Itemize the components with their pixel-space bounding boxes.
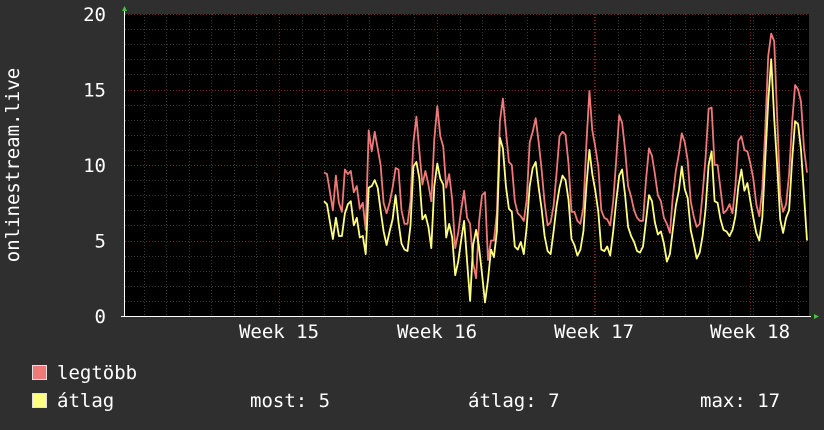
legend-item-max: legtöbb — [32, 362, 137, 384]
x-tick-labels: Week 15 Week 16 Week 17 Week 18 — [239, 321, 790, 343]
legend-label-avg: átlag — [57, 390, 115, 412]
x-axis-arrow — [814, 314, 819, 319]
y-axis-arrow — [122, 6, 127, 11]
legend-swatch-max — [32, 365, 47, 380]
y-tick-label: 10 — [83, 155, 106, 177]
x-tick-label: Week 17 — [554, 321, 634, 343]
axes — [121, 6, 819, 319]
x-tick-label: Week 18 — [710, 321, 790, 343]
legend-swatch-avg — [32, 393, 47, 408]
x-tick-label: Week 16 — [397, 321, 477, 343]
y-tick-label: 5 — [95, 231, 106, 253]
series-line-max — [323, 32, 808, 280]
legend-item-avg: átlag — [32, 390, 114, 412]
y-tick-labels: 0 5 10 15 20 — [83, 4, 106, 328]
x-tick-label: Week 15 — [239, 321, 319, 343]
y-axis-label: onlinestream.live — [2, 68, 24, 262]
series-layer — [323, 32, 808, 304]
y-tick-label: 0 — [95, 306, 106, 328]
y-tick-label: 20 — [83, 4, 106, 26]
series-line-avg — [323, 58, 808, 304]
stat-average: átlag: 7 — [468, 390, 560, 412]
stat-max: max: 17 — [700, 390, 781, 412]
stat-now: most: 5 — [250, 390, 331, 412]
grid — [125, 14, 809, 316]
y-tick-label: 15 — [83, 80, 106, 102]
legend-label-max: legtöbb — [57, 362, 138, 384]
